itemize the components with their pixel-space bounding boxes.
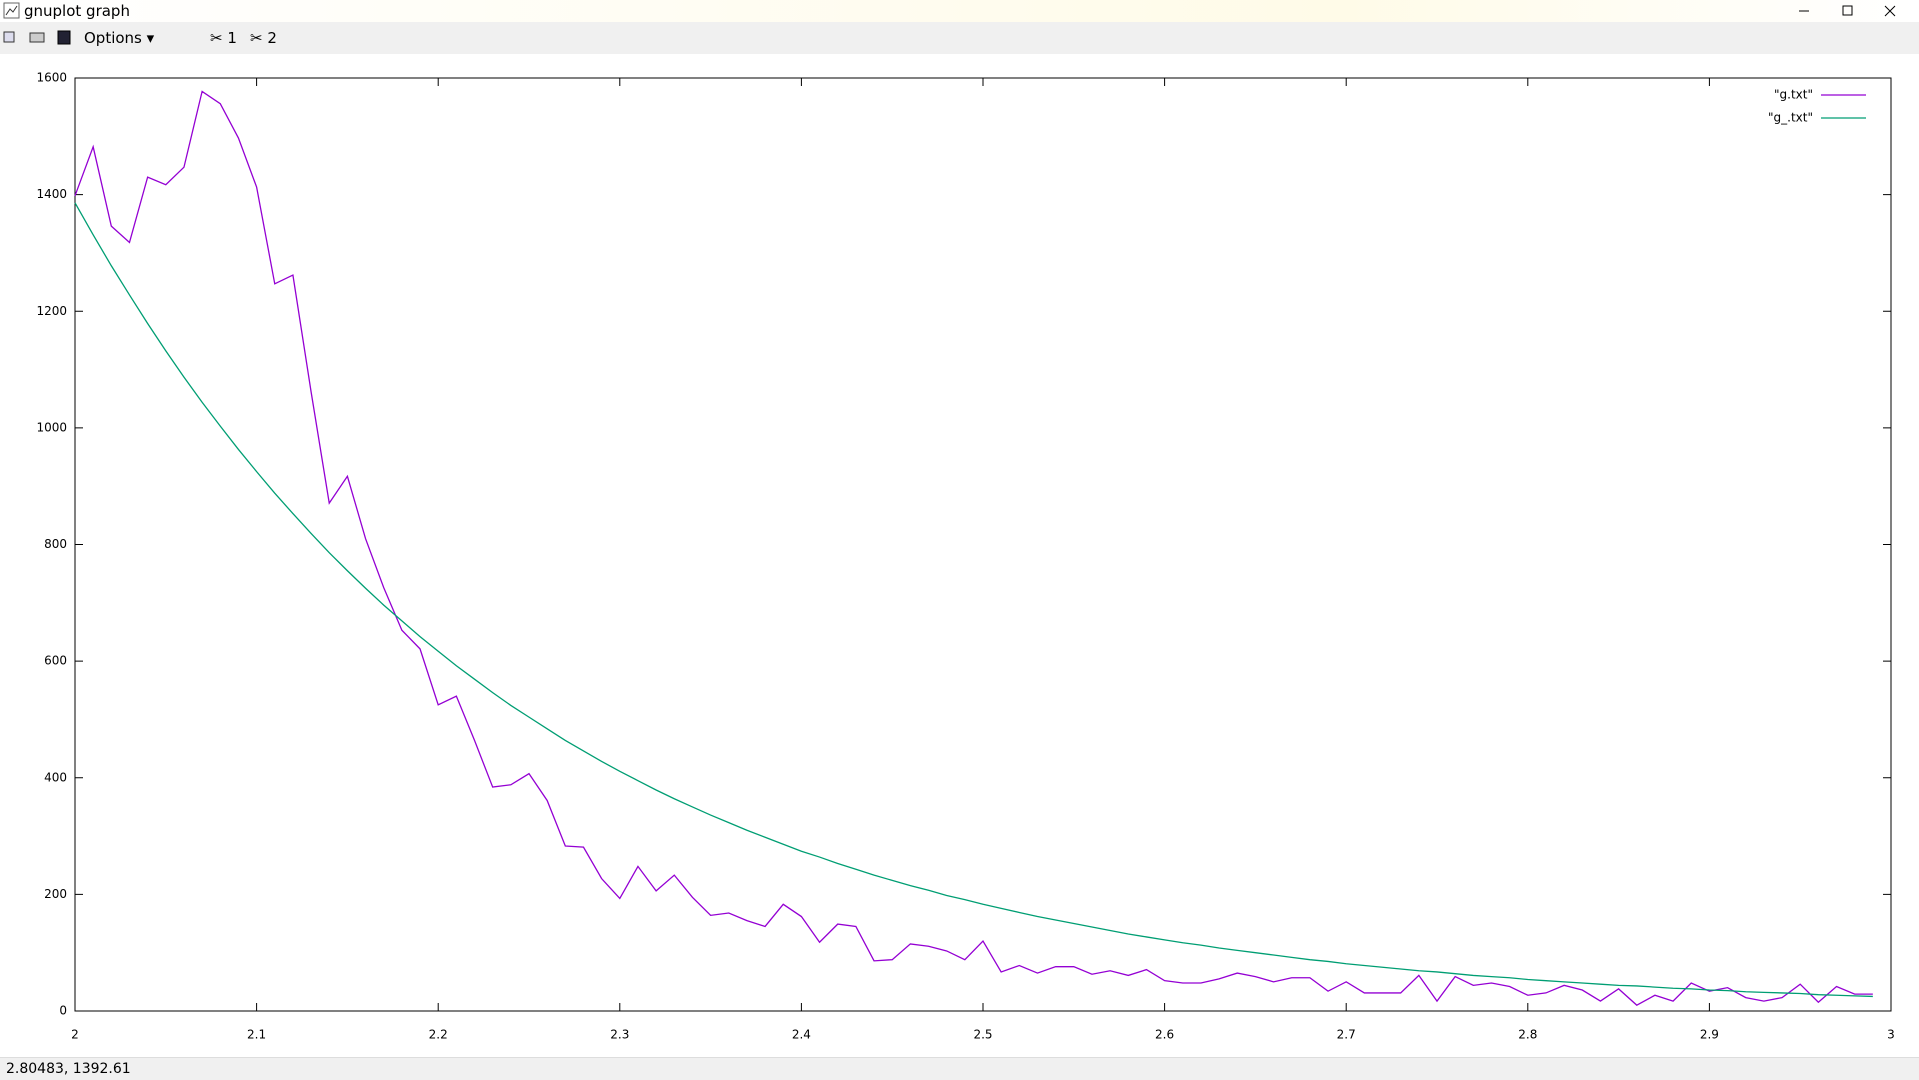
x-tick-label: 2.2 (429, 1028, 448, 1042)
restore[interactable] (1842, 5, 1853, 16)
plot-toggle-1[interactable]: ✂ 1 (210, 29, 237, 47)
save-button[interactable] (57, 30, 71, 45)
x-tick-label: 2.4 (792, 1028, 811, 1042)
options-label[interactable]: Options (84, 29, 142, 47)
series-line (74, 202, 1873, 998)
options-menu[interactable]: Options ▾ (84, 29, 155, 47)
close[interactable] (1884, 5, 1896, 17)
x-tick-label: 2.9 (1700, 1028, 1719, 1042)
app-icon (3, 2, 20, 19)
x-tick-label: 2.1 (247, 1028, 266, 1042)
y-tick-label: 1200 (36, 304, 67, 318)
y-tick-label: 400 (44, 770, 67, 784)
x-tick-label: 2.6 (1155, 1028, 1174, 1042)
series-line (74, 90, 1873, 1006)
status-bar: 2.80483, 1392.61 (0, 1057, 1919, 1080)
y-tick-label: 1000 (36, 420, 67, 434)
plot-toggle-label[interactable]: 2 (267, 29, 277, 47)
y-tick-label: 200 (44, 887, 67, 901)
y-tick-label: 1400 (36, 187, 67, 201)
toolbar-icons[interactable] (0, 22, 80, 54)
chart: 0 200 400 600 800 1000 1200 1400 1600 2 2.1 2.2 2.3 2… (36, 71, 1895, 1042)
window-title: gnuplot graph (24, 2, 130, 20)
y-tick-label: 600 (44, 654, 67, 668)
print-button[interactable] (29, 32, 45, 43)
x-tick-label: 2.7 (1337, 1028, 1356, 1042)
cursor-coordinates: 2.80483, 1392.61 (6, 1061, 131, 1077)
plot-toggle-2[interactable]: ✂ 2 (250, 29, 277, 47)
y-tick-label: 1600 (36, 71, 67, 85)
toolbar: Options ▾ ✂ 1 ✂ 2 (0, 22, 1919, 54)
x-tick-label: 2.3 (610, 1028, 629, 1042)
title-bar: gnuplot graph (0, 0, 1919, 22)
plot-frame (74, 77, 1892, 1012)
x-tick-label: 3 (1887, 1028, 1895, 1042)
window-controls[interactable] (1779, 0, 1919, 22)
x-tick-label: 2.5 (973, 1028, 992, 1042)
legend-label: "g.txt" (1774, 88, 1813, 102)
y-tick-label: 0 (59, 1004, 67, 1018)
legend-label: "g_.txt" (1768, 111, 1813, 125)
plot-toggle-label[interactable]: 1 (227, 29, 237, 47)
y-tick-label: 800 (44, 537, 67, 551)
x-tick-label: 2 (71, 1028, 79, 1042)
x-tick-label: 2.8 (1518, 1028, 1537, 1042)
copy-button[interactable] (3, 31, 15, 43)
